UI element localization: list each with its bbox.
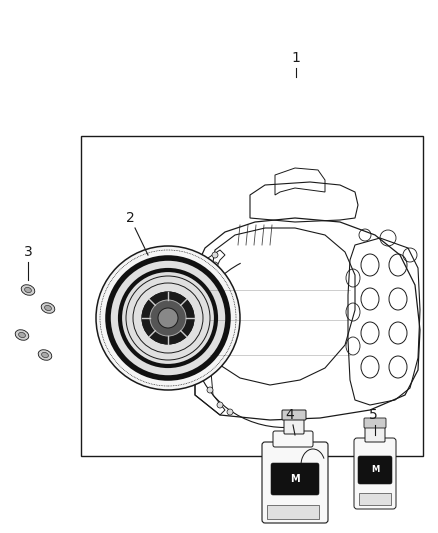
Circle shape <box>212 272 218 278</box>
Bar <box>267 505 319 519</box>
Ellipse shape <box>18 333 25 337</box>
FancyBboxPatch shape <box>365 426 385 442</box>
Circle shape <box>212 262 218 268</box>
Text: 2: 2 <box>126 211 134 225</box>
Text: 4: 4 <box>286 408 294 422</box>
FancyBboxPatch shape <box>262 442 328 523</box>
Ellipse shape <box>25 287 32 293</box>
Ellipse shape <box>38 350 52 360</box>
Bar <box>81 136 423 456</box>
Circle shape <box>150 300 186 336</box>
Text: M: M <box>371 465 379 474</box>
Text: 1: 1 <box>292 51 300 65</box>
FancyBboxPatch shape <box>282 410 306 420</box>
Text: 5: 5 <box>369 408 378 422</box>
Ellipse shape <box>41 303 55 313</box>
FancyBboxPatch shape <box>284 418 304 434</box>
FancyBboxPatch shape <box>271 463 319 495</box>
Circle shape <box>96 246 240 390</box>
FancyBboxPatch shape <box>358 456 392 484</box>
Circle shape <box>207 387 213 393</box>
Circle shape <box>108 258 228 378</box>
FancyBboxPatch shape <box>273 431 313 447</box>
Ellipse shape <box>42 352 48 358</box>
Text: M: M <box>290 474 300 484</box>
Circle shape <box>158 308 178 328</box>
Ellipse shape <box>15 330 29 340</box>
Circle shape <box>212 252 218 258</box>
Bar <box>359 493 391 505</box>
Ellipse shape <box>21 285 35 295</box>
Circle shape <box>142 292 194 344</box>
Ellipse shape <box>45 305 51 311</box>
FancyBboxPatch shape <box>354 438 396 509</box>
Circle shape <box>227 409 233 415</box>
FancyBboxPatch shape <box>364 418 386 428</box>
Text: 3: 3 <box>24 245 32 259</box>
Circle shape <box>217 402 223 408</box>
